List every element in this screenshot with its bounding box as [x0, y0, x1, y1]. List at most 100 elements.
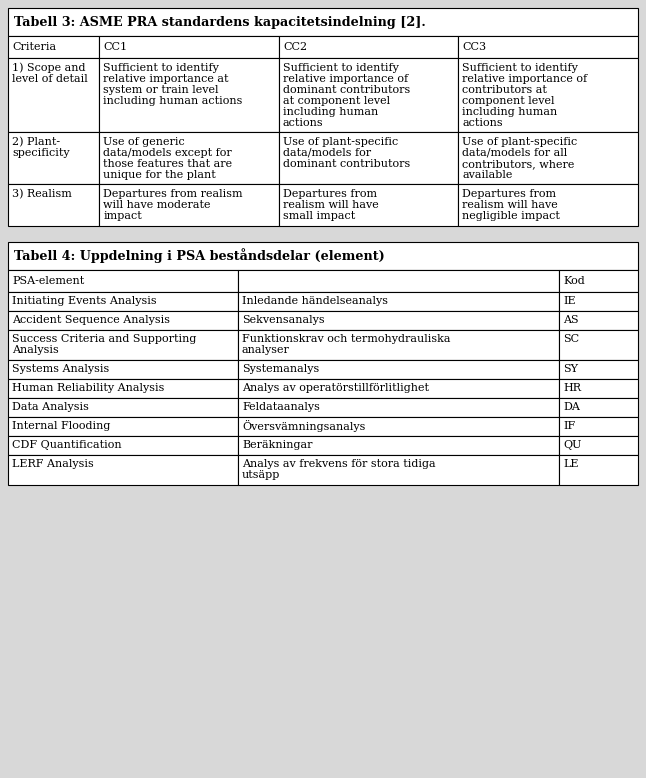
Text: unique for the plant: unique for the plant [103, 170, 216, 180]
Text: utsäpp: utsäpp [242, 471, 280, 481]
Text: Departures from: Departures from [283, 189, 377, 199]
Text: Initiating Events Analysis: Initiating Events Analysis [12, 296, 156, 306]
Bar [99, 132, 279, 184]
Bar [99, 36, 279, 58]
Bar [238, 436, 559, 455]
Bar [238, 330, 559, 359]
Text: realism will have: realism will have [463, 200, 558, 210]
Text: specificity: specificity [12, 148, 70, 158]
Text: Sekvensanalys: Sekvensanalys [242, 315, 324, 325]
Text: 2) Plant-: 2) Plant- [12, 137, 60, 147]
Bar [8, 36, 99, 58]
Text: data/models except for: data/models except for [103, 148, 232, 158]
Text: Sufficient to identify: Sufficient to identify [283, 62, 399, 72]
Bar [8, 398, 238, 417]
Bar [8, 455, 238, 485]
Bar [238, 359, 559, 379]
Text: 1) Scope and: 1) Scope and [12, 62, 85, 73]
Bar [279, 132, 459, 184]
Bar [559, 292, 638, 310]
Text: Översvämningsanalys: Översvämningsanalys [242, 420, 366, 433]
Text: contributors at: contributors at [463, 85, 547, 95]
Bar [8, 359, 238, 379]
Text: IE: IE [563, 296, 576, 306]
Text: 3) Realism: 3) Realism [12, 189, 72, 199]
Bar [8, 379, 238, 398]
Text: relative importance of: relative importance of [463, 74, 588, 83]
Text: Feldataanalys: Feldataanalys [242, 402, 320, 412]
Text: Systemanalys: Systemanalys [242, 364, 319, 374]
Text: Data Analysis: Data Analysis [12, 402, 89, 412]
Bar [459, 184, 638, 226]
Text: including human actions: including human actions [103, 96, 243, 106]
Text: Kod: Kod [563, 275, 585, 286]
Bar [238, 310, 559, 330]
Bar [279, 184, 459, 226]
Bar [459, 132, 638, 184]
Text: AS: AS [563, 315, 579, 325]
Bar [559, 330, 638, 359]
Bar [238, 292, 559, 310]
Bar [279, 36, 459, 58]
Text: Departures from: Departures from [463, 189, 557, 199]
Text: small impact: small impact [283, 211, 355, 221]
Text: data/models for all: data/models for all [463, 148, 568, 158]
Text: LERF Analysis: LERF Analysis [12, 459, 94, 469]
Bar [8, 436, 238, 455]
Bar [459, 58, 638, 132]
Text: CC2: CC2 [283, 42, 307, 52]
Text: Analysis: Analysis [12, 345, 59, 356]
Text: HR: HR [563, 384, 581, 393]
Text: Departures from realism: Departures from realism [103, 189, 243, 199]
Text: Tabell 4: Uppdelning i PSA beståndsdelar (element): Tabell 4: Uppdelning i PSA beståndsdelar… [14, 248, 385, 263]
Bar [8, 241, 638, 269]
Text: analyser: analyser [242, 345, 290, 356]
Text: Systems Analysis: Systems Analysis [12, 364, 109, 374]
Text: data/models for: data/models for [283, 148, 371, 158]
Text: Accident Sequence Analysis: Accident Sequence Analysis [12, 315, 170, 325]
Text: Use of plant-specific: Use of plant-specific [463, 137, 578, 147]
Text: DA: DA [563, 402, 580, 412]
Text: CDF Quantification: CDF Quantification [12, 440, 121, 450]
Text: actions: actions [283, 117, 324, 128]
Text: Human Reliability Analysis: Human Reliability Analysis [12, 384, 164, 393]
Text: including human: including human [463, 107, 557, 117]
Text: relative importance at: relative importance at [103, 74, 229, 83]
Text: PSA-element: PSA-element [12, 275, 84, 286]
Text: Sufficient to identify: Sufficient to identify [103, 62, 219, 72]
Bar [8, 132, 99, 184]
Bar [559, 359, 638, 379]
Text: CC3: CC3 [463, 42, 486, 52]
Bar [8, 58, 99, 132]
Text: at component level: at component level [283, 96, 390, 106]
Text: LE: LE [563, 459, 579, 469]
Bar [8, 269, 238, 292]
Bar [8, 417, 238, 436]
Text: Success Criteria and Supporting: Success Criteria and Supporting [12, 334, 196, 344]
Text: available: available [463, 170, 513, 180]
Bar [559, 398, 638, 417]
Text: those features that are: those features that are [103, 159, 233, 169]
Bar [8, 310, 238, 330]
Text: CC1: CC1 [103, 42, 127, 52]
Text: SY: SY [563, 364, 578, 374]
Bar [99, 58, 279, 132]
Text: realism will have: realism will have [283, 200, 379, 210]
Bar [238, 398, 559, 417]
Text: system or train level: system or train level [103, 85, 219, 95]
Text: Tabell 3: ASME PRA standardens kapacitetsindelning [2].: Tabell 3: ASME PRA standardens kapacitet… [14, 16, 426, 29]
Text: dominant contributors: dominant contributors [283, 85, 410, 95]
Bar [238, 417, 559, 436]
Text: Funktionskrav och termohydrauliska: Funktionskrav och termohydrauliska [242, 334, 450, 344]
Text: negligible impact: negligible impact [463, 211, 560, 221]
Text: relative importance of: relative importance of [283, 74, 408, 83]
Bar [238, 455, 559, 485]
Bar [8, 292, 238, 310]
Text: Internal Flooding: Internal Flooding [12, 422, 110, 431]
Bar [8, 184, 99, 226]
Bar [238, 269, 559, 292]
Text: QU: QU [563, 440, 581, 450]
Bar [559, 269, 638, 292]
Text: Beräkningar: Beräkningar [242, 440, 313, 450]
Text: Inledande händelseanalys: Inledande händelseanalys [242, 296, 388, 306]
